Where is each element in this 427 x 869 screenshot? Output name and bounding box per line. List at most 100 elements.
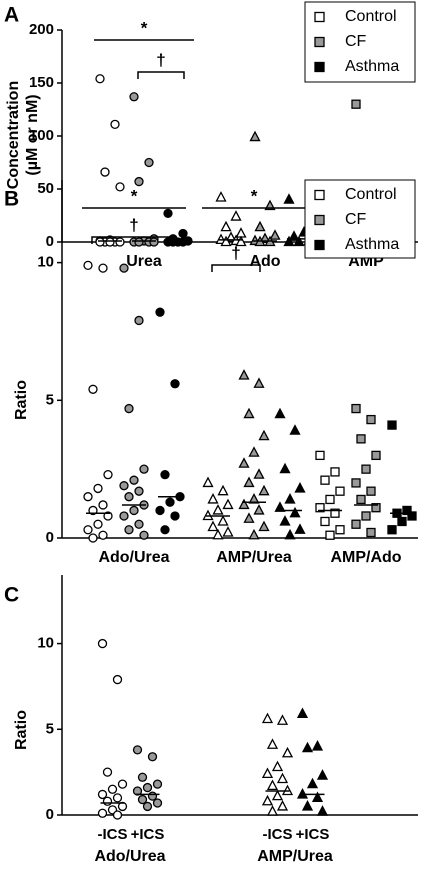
point — [253, 377, 265, 388]
point — [119, 481, 129, 491]
point — [330, 467, 340, 477]
legend-swatch — [314, 189, 325, 201]
point — [294, 482, 306, 493]
point — [258, 520, 270, 532]
point — [222, 498, 234, 510]
point — [163, 208, 173, 219]
point — [103, 511, 113, 521]
point — [258, 429, 270, 441]
point — [115, 182, 125, 192]
point — [202, 476, 214, 488]
significance-mark: † — [231, 243, 240, 262]
point — [301, 741, 314, 753]
point — [243, 512, 255, 523]
point — [134, 519, 144, 529]
point — [320, 516, 330, 527]
point — [152, 779, 163, 789]
point — [100, 167, 110, 177]
point — [119, 263, 129, 273]
sub-category-label: -ICS — [263, 826, 293, 843]
point — [330, 508, 340, 518]
point — [296, 707, 309, 719]
point — [261, 794, 274, 806]
point — [129, 92, 139, 102]
significance-bracket — [211, 264, 261, 272]
point — [271, 760, 284, 772]
point — [93, 519, 103, 529]
y-tick-label: 5 — [46, 720, 54, 737]
point — [351, 99, 361, 109]
point — [124, 525, 134, 535]
point — [325, 530, 335, 540]
point — [351, 403, 361, 414]
point — [311, 791, 324, 803]
point — [129, 475, 139, 485]
point — [222, 526, 234, 537]
legend-label: Control — [345, 8, 397, 25]
point — [306, 777, 319, 789]
point — [93, 483, 103, 494]
point — [152, 798, 163, 808]
point — [238, 457, 250, 468]
point — [269, 229, 281, 240]
point — [178, 228, 188, 239]
point — [215, 191, 227, 202]
point — [124, 403, 134, 414]
point — [335, 525, 345, 535]
point — [397, 516, 407, 527]
point — [137, 794, 148, 805]
point — [289, 506, 301, 518]
point — [88, 384, 98, 394]
point — [356, 494, 366, 505]
point — [103, 470, 113, 480]
point — [248, 528, 260, 540]
significance-mark: * — [141, 18, 148, 37]
point — [134, 237, 144, 247]
point — [98, 530, 108, 540]
point — [284, 493, 296, 504]
point — [119, 511, 129, 521]
point — [83, 492, 93, 502]
category-label: Ado/Urea — [94, 848, 165, 865]
point — [115, 237, 125, 247]
y-tick-label: 200 — [29, 21, 54, 38]
point — [95, 237, 105, 247]
point — [238, 498, 250, 510]
point — [335, 486, 345, 496]
point — [98, 500, 108, 510]
point — [147, 752, 158, 762]
legend-label: CF — [345, 33, 367, 50]
sub-category-label: +ICS — [296, 826, 330, 843]
point — [293, 235, 305, 247]
sub-category-label: -ICS — [98, 826, 128, 843]
point — [266, 738, 279, 749]
category-label: Ado/Urea — [98, 549, 169, 566]
point — [88, 533, 98, 543]
point — [316, 805, 329, 816]
y-axis-label: (µM or nM) — [24, 94, 41, 175]
point — [207, 493, 219, 504]
y-tick-label: 150 — [29, 74, 54, 91]
y-tick-label: 10 — [37, 254, 54, 271]
point — [170, 379, 180, 389]
point — [142, 801, 153, 812]
point — [142, 782, 153, 793]
y-axis-label: Concentration — [5, 81, 22, 189]
significance-mark: * — [131, 186, 138, 205]
point — [144, 157, 154, 168]
point — [212, 528, 224, 540]
point — [361, 511, 371, 521]
legend-swatch — [314, 239, 325, 251]
point — [276, 772, 289, 784]
category-label: Urea — [126, 253, 162, 270]
point — [117, 779, 128, 789]
point — [271, 789, 284, 801]
point — [137, 772, 148, 782]
legend-swatch — [314, 214, 325, 226]
point — [102, 796, 113, 806]
point — [289, 424, 301, 435]
point — [168, 237, 178, 247]
category-label: Ado — [249, 253, 280, 270]
point — [95, 74, 105, 84]
